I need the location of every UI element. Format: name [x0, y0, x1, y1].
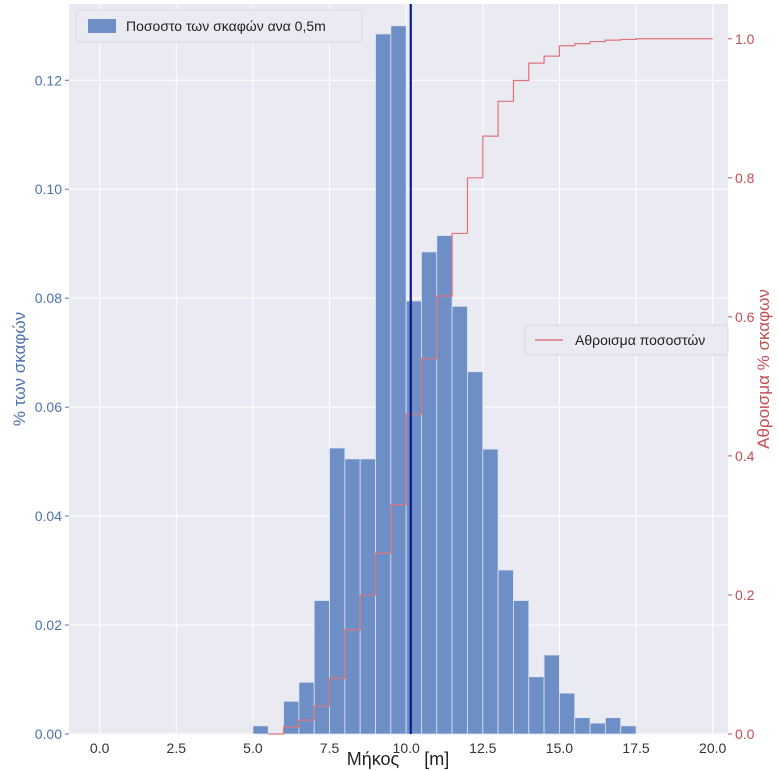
- histogram-bar: [604, 717, 622, 735]
- histogram-bar: [574, 717, 591, 735]
- histogram-bar: [344, 458, 361, 735]
- histogram-bar: [421, 251, 438, 735]
- histogram-bar: [543, 654, 560, 735]
- histogram-bar: [329, 447, 346, 735]
- histogram-bar: [298, 681, 315, 735]
- x-tick-label: 15.0: [546, 740, 573, 756]
- right-axis-label: Αθροισμα % σκαφων: [754, 289, 773, 449]
- histogram-bar: [313, 600, 330, 735]
- x-axis-label: Μήκος [m]: [347, 749, 449, 769]
- legend-cumulative-label: Αθροισμα ποσοστών: [575, 332, 705, 348]
- histogram-bar: [283, 700, 300, 735]
- legend-histogram-box: [75, 9, 363, 43]
- histogram-bar: [528, 676, 545, 735]
- x-tick-label: 17.5: [622, 740, 649, 756]
- x-tick-label: 12.5: [469, 740, 496, 756]
- left-tick-label: 0.04: [35, 508, 62, 524]
- legend-cumulative-box: [524, 324, 729, 356]
- histogram-bar: [589, 722, 606, 735]
- legend-histogram-swatch: [88, 19, 116, 33]
- histogram-bar: [482, 448, 499, 735]
- cumulative-line: [268, 38, 713, 735]
- left-axis-ticks: 0.00 0.02 0.04 0.06 0.08 0.10 0.12: [35, 72, 69, 742]
- right-tick-label: 0.8: [735, 170, 755, 186]
- histogram-bar: [375, 33, 392, 735]
- x-tick-label: 7.5: [320, 740, 340, 756]
- legend-histogram-label: Ποσοστο των σκαφών ανα 0,5m: [126, 18, 326, 34]
- x-tick-label: 10.0: [393, 740, 420, 756]
- left-tick-label: 0.02: [35, 617, 62, 633]
- histogram-bar: [467, 371, 484, 735]
- histogram-bar: [497, 569, 514, 735]
- right-tick-label: 1.0: [735, 31, 755, 47]
- right-axis-ticks: 0.0 0.2 0.4 0.6 0.8 1.0: [728, 31, 755, 742]
- histogram-bar: [359, 458, 376, 735]
- cumulative-line-layer: [268, 38, 713, 735]
- left-tick-label: 0.00: [35, 726, 62, 742]
- x-axis-ticks: 0.0 2.5 5.0 7.5 10.0 12.5 15.0 17.5 20.0: [90, 740, 727, 756]
- right-tick-label: 0.4: [735, 448, 755, 464]
- right-tick-label: 0.2: [735, 587, 755, 603]
- left-tick-label: 0.08: [35, 290, 62, 306]
- histogram-bar: [436, 235, 453, 735]
- legend-cumulative: Αθροισμα ποσοστών: [524, 324, 729, 356]
- x-tick-label: 20.0: [699, 740, 726, 756]
- legend-histogram: Ποσοστο των σκαφών ανα 0,5m: [75, 9, 363, 43]
- x-tick-label: 5.0: [243, 740, 263, 756]
- histogram-bar: [405, 300, 422, 735]
- left-tick-label: 0.06: [35, 399, 62, 415]
- left-axis-label: % των σκαφών: [10, 312, 29, 426]
- histogram-bar: [559, 692, 576, 735]
- left-tick-label: 0.10: [35, 181, 62, 197]
- histogram-bar: [252, 725, 269, 735]
- right-tick-label: 0.0: [735, 726, 755, 742]
- x-tick-label: 2.5: [167, 740, 187, 756]
- right-tick-label: 0.6: [735, 309, 755, 325]
- histogram-bar: [390, 25, 407, 735]
- histogram-bar: [513, 600, 530, 735]
- x-tick-label: 0.0: [90, 740, 110, 756]
- left-tick-label: 0.12: [35, 72, 62, 88]
- histogram-bar: [620, 725, 637, 735]
- histogram-bar: [451, 305, 468, 735]
